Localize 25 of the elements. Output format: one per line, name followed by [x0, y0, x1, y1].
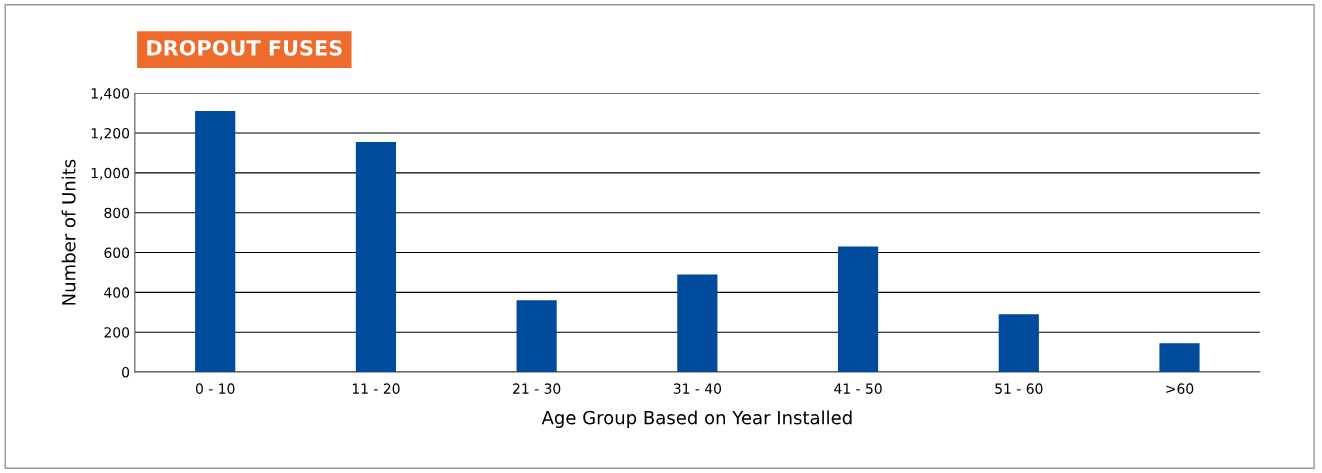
chart-title: DROPOUT FUSES: [147, 39, 342, 56]
y-tick-label: 1,400: [91, 88, 130, 101]
bar: [837, 246, 879, 373]
x-tick-label: >60: [1166, 383, 1194, 394]
bar: [998, 314, 1039, 373]
bar: [677, 274, 718, 373]
y-axis-title: Number of Units: [61, 159, 76, 305]
y-tick-label: 200: [104, 327, 130, 338]
bar: [1159, 343, 1200, 373]
x-axis-title: Age Group Based on Year Installed: [541, 410, 852, 428]
x-tick-label: 11 - 20: [352, 383, 400, 394]
y-tick-label: 1,000: [91, 167, 130, 180]
bar: [195, 111, 236, 373]
y-tick-label: 400: [104, 287, 130, 298]
x-tick-label: 51 - 60: [995, 383, 1043, 394]
bar: [355, 141, 397, 373]
y-tick-label: 600: [104, 247, 130, 258]
x-tick-label: 0 - 10: [195, 383, 235, 394]
x-tick-label: 21 - 30: [513, 383, 561, 394]
y-tick-label: 0: [122, 366, 130, 378]
x-tick-label: 31 - 40: [673, 383, 722, 394]
x-tick-label: 41 - 50: [834, 383, 882, 394]
y-tick-label: 800: [104, 207, 130, 219]
bar: [516, 300, 557, 373]
y-tick-label: 1,200: [91, 127, 130, 140]
